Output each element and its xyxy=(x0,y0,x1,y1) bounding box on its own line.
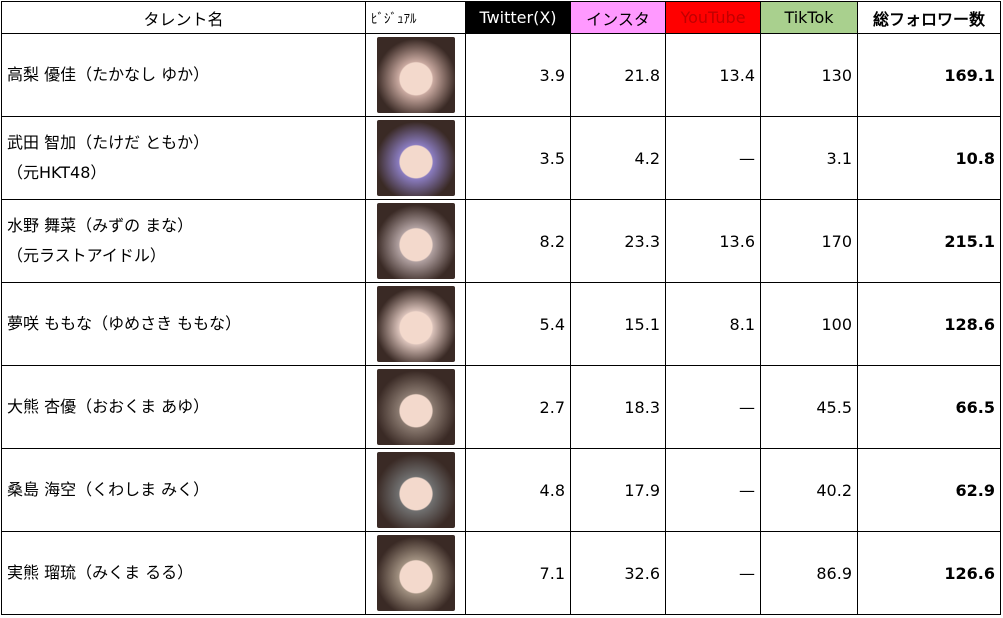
name-line: 高梨 優佳（たかなし ゆか） xyxy=(7,65,210,84)
talent-photo xyxy=(376,535,455,611)
talent-name: 高梨 優佳（たかなし ゆか） xyxy=(1,33,366,117)
name-note: （元HKT48） xyxy=(7,163,107,182)
talent-photo xyxy=(376,203,455,279)
talent-name: 武田 智加（たけだ ともか） （元HKT48） xyxy=(1,116,366,200)
total-count: 169.1 xyxy=(857,33,1001,117)
name-line: 水野 舞菜（みずの まな） xyxy=(7,216,194,235)
total-count: 215.1 xyxy=(857,199,1001,283)
tiktok-count: 86.9 xyxy=(760,531,858,615)
youtube-count: — xyxy=(665,116,761,200)
name-line: 夢咲 ももな（ゆめさき ももな） xyxy=(7,314,242,333)
total-count: 126.6 xyxy=(857,531,1001,615)
talent-name: 大熊 杏優（おおくま あゆ） xyxy=(1,365,366,449)
talent-name: 桑島 海空（くわしま みく） xyxy=(1,448,366,532)
table-row: 高梨 優佳（たかなし ゆか） 3.9 21.8 13.4 130 169.1 xyxy=(1,33,1001,117)
talent-photo xyxy=(376,452,455,528)
name-line: 武田 智加（たけだ ともか） xyxy=(7,133,210,152)
name-line: 桑島 海空（くわしま みく） xyxy=(7,480,210,499)
table-row: 桑島 海空（くわしま みく） 4.8 17.9 — 40.2 62.9 xyxy=(1,448,1001,532)
total-count: 62.9 xyxy=(857,448,1001,532)
header-total: 総フォロワー数 xyxy=(857,1,1001,34)
tiktok-count: 45.5 xyxy=(760,365,858,449)
header-youtube: YouTube xyxy=(665,1,761,34)
twitter-count: 8.2 xyxy=(465,199,571,283)
tiktok-count: 40.2 xyxy=(760,448,858,532)
tiktok-count: 170 xyxy=(760,199,858,283)
name-note: （元ラストアイドル） xyxy=(7,246,166,265)
insta-count: 32.6 xyxy=(570,531,666,615)
name-line: 大熊 杏優（おおくま あゆ） xyxy=(7,397,210,416)
insta-count: 18.3 xyxy=(570,365,666,449)
youtube-count: 13.6 xyxy=(665,199,761,283)
header-name: タレント名 xyxy=(1,1,366,34)
tiktok-count: 3.1 xyxy=(760,116,858,200)
header-tiktok: TikTok xyxy=(760,1,858,34)
talent-name: 水野 舞菜（みずの まな） （元ラストアイドル） xyxy=(1,199,366,283)
tiktok-count: 130 xyxy=(760,33,858,117)
youtube-count: 8.1 xyxy=(665,282,761,366)
visual-cell xyxy=(365,199,466,283)
table-row: 水野 舞菜（みずの まな） （元ラストアイドル） 8.2 23.3 13.6 17… xyxy=(1,199,1001,283)
visual-cell xyxy=(365,116,466,200)
talent-photo xyxy=(376,369,455,445)
visual-cell xyxy=(365,365,466,449)
talent-photo xyxy=(376,286,455,362)
visual-cell xyxy=(365,33,466,117)
talent-photo xyxy=(376,37,455,113)
tiktok-count: 100 xyxy=(760,282,858,366)
twitter-count: 4.8 xyxy=(465,448,571,532)
table-row: 武田 智加（たけだ ともか） （元HKT48） 3.5 4.2 — 3.1 10.… xyxy=(1,116,1001,200)
twitter-count: 5.4 xyxy=(465,282,571,366)
insta-count: 15.1 xyxy=(570,282,666,366)
table-row: 実熊 瑠琉（みくま るる） 7.1 32.6 — 86.9 126.6 xyxy=(1,531,1001,615)
header-visual: ﾋﾞｼﾞｭｱﾙ xyxy=(365,1,466,34)
twitter-count: 3.9 xyxy=(465,33,571,117)
visual-cell xyxy=(365,531,466,615)
twitter-count: 7.1 xyxy=(465,531,571,615)
twitter-count: 3.5 xyxy=(465,116,571,200)
talent-name: 実熊 瑠琉（みくま るる） xyxy=(1,531,366,615)
header-row: タレント名 ﾋﾞｼﾞｭｱﾙ Twitter(X) インスタ YouTube Ti… xyxy=(1,1,1001,34)
total-count: 10.8 xyxy=(857,116,1001,200)
header-twitter: Twitter(X) xyxy=(465,1,571,34)
table-row: 大熊 杏優（おおくま あゆ） 2.7 18.3 — 45.5 66.5 xyxy=(1,365,1001,449)
insta-count: 17.9 xyxy=(570,448,666,532)
twitter-count: 2.7 xyxy=(465,365,571,449)
total-count: 128.6 xyxy=(857,282,1001,366)
youtube-count: — xyxy=(665,531,761,615)
header-insta: インスタ xyxy=(570,1,666,34)
name-line: 実熊 瑠琉（みくま るる） xyxy=(7,563,194,582)
visual-cell xyxy=(365,448,466,532)
insta-count: 23.3 xyxy=(570,199,666,283)
insta-count: 21.8 xyxy=(570,33,666,117)
youtube-count: — xyxy=(665,365,761,449)
talent-photo xyxy=(376,120,455,196)
youtube-count: 13.4 xyxy=(665,33,761,117)
total-count: 66.5 xyxy=(857,365,1001,449)
youtube-count: — xyxy=(665,448,761,532)
talent-name: 夢咲 ももな（ゆめさき ももな） xyxy=(1,282,366,366)
visual-cell xyxy=(365,282,466,366)
table-row: 夢咲 ももな（ゆめさき ももな） 5.4 15.1 8.1 100 128.6 xyxy=(1,282,1001,366)
insta-count: 4.2 xyxy=(570,116,666,200)
